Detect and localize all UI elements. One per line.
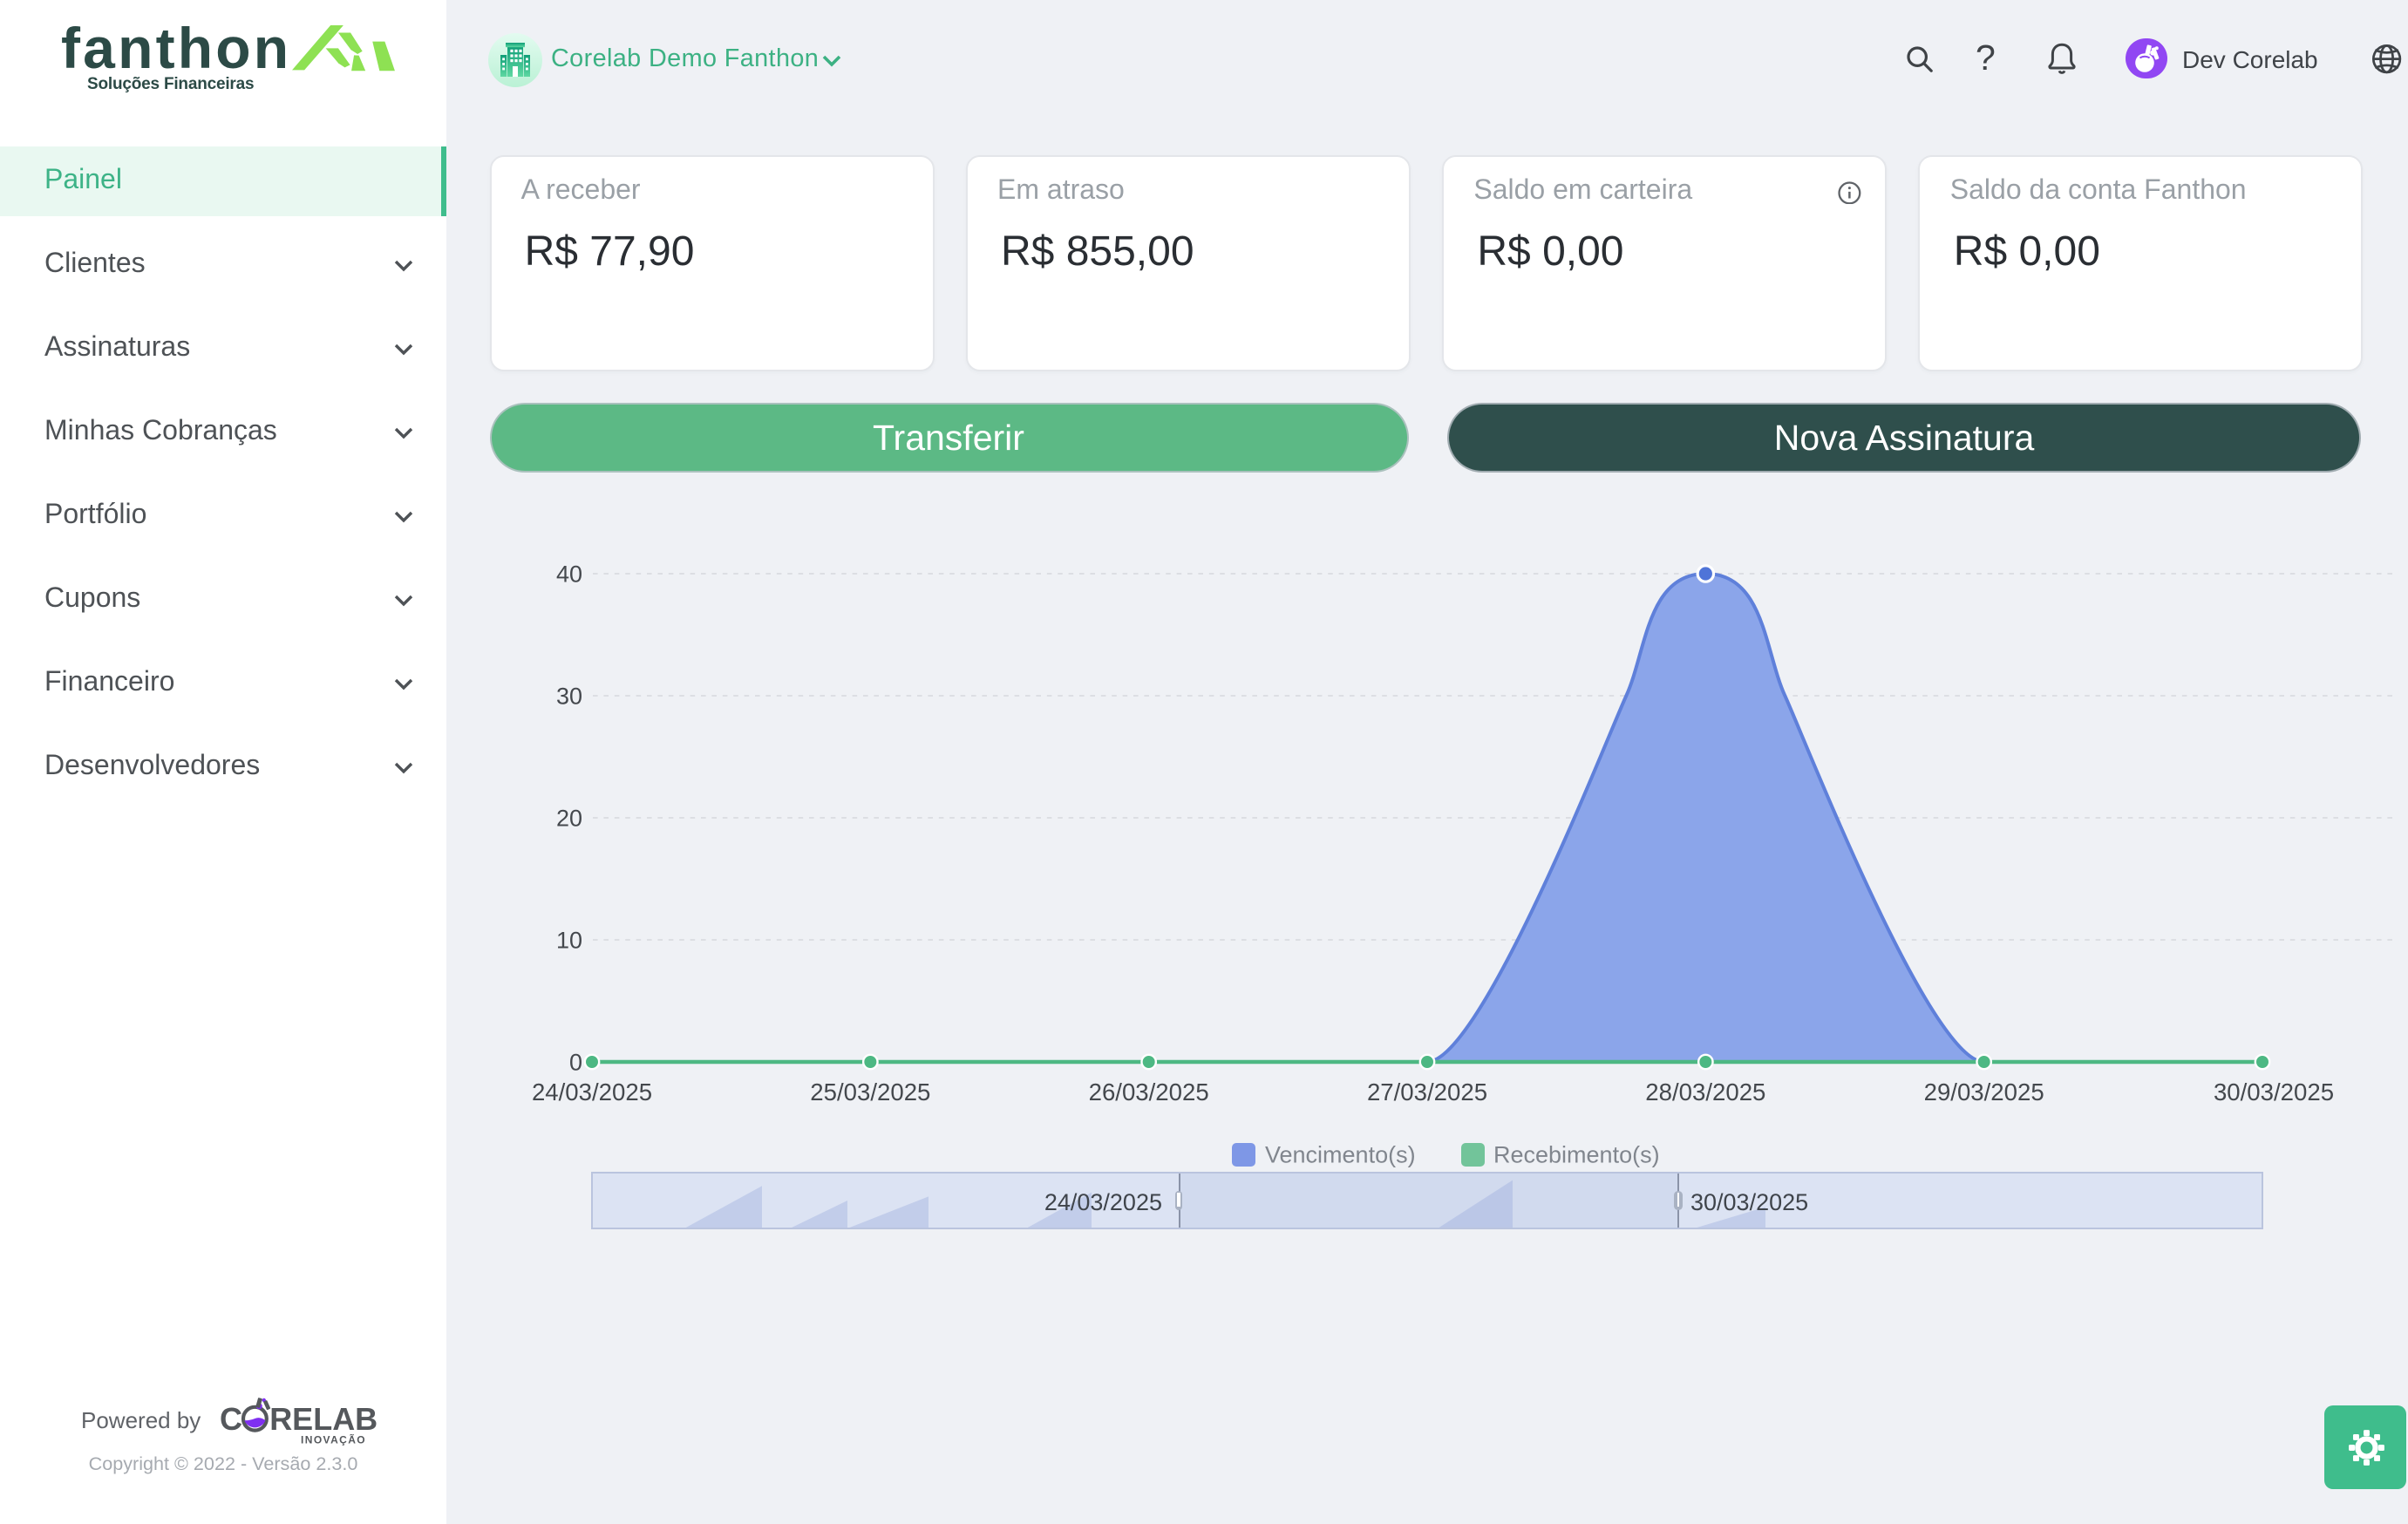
svg-text:10: 10 xyxy=(556,927,582,953)
svg-text:27/03/2025: 27/03/2025 xyxy=(1367,1078,1487,1106)
svg-text:30/03/2025: 30/03/2025 xyxy=(2214,1078,2334,1106)
svg-text:28/03/2025: 28/03/2025 xyxy=(1645,1078,1765,1106)
svg-text:25/03/2025: 25/03/2025 xyxy=(810,1078,930,1106)
svg-text:40: 40 xyxy=(556,561,582,587)
svg-text:Recebimento(s): Recebimento(s) xyxy=(1493,1142,1660,1168)
svg-text:20: 20 xyxy=(556,805,582,831)
svg-text:0: 0 xyxy=(569,1049,582,1075)
svg-text:INOVAÇÃO: INOVAÇÃO xyxy=(301,1433,366,1446)
svg-text:C: C xyxy=(220,1401,242,1437)
svg-text:29/03/2025: 29/03/2025 xyxy=(1924,1078,2044,1106)
svg-text:RELAB: RELAB xyxy=(269,1401,378,1437)
svg-text:30: 30 xyxy=(556,683,582,709)
svg-text:Vencimento(s): Vencimento(s) xyxy=(1265,1142,1416,1168)
svg-text:24/03/2025: 24/03/2025 xyxy=(532,1078,652,1106)
svg-text:26/03/2025: 26/03/2025 xyxy=(1089,1078,1209,1106)
